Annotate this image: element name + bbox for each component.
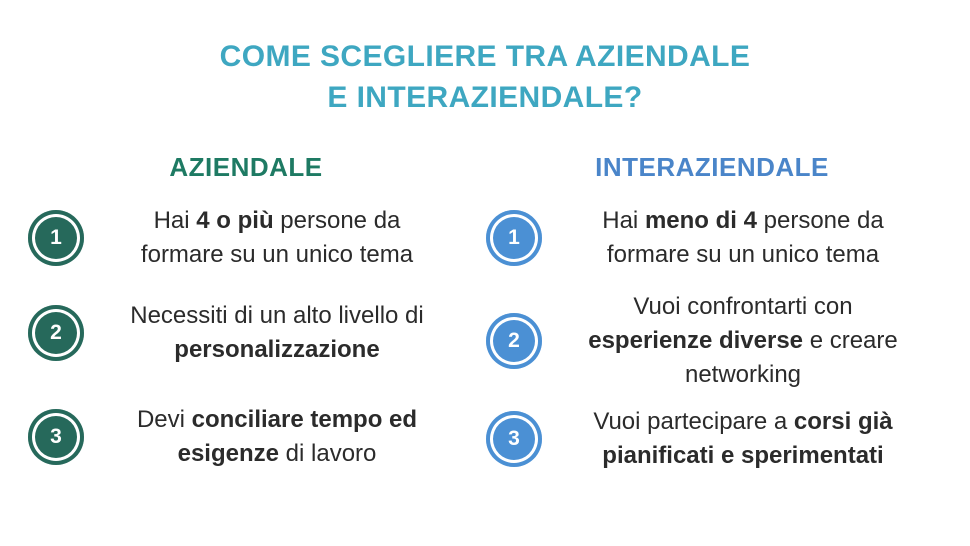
badge-number: 2 xyxy=(50,321,62,344)
item-text: Vuoi confrontarti con esperienze diverse… xyxy=(548,290,938,392)
page-title-line-2: E INTERAZIENDALE? xyxy=(327,81,643,114)
badge-number: 1 xyxy=(508,226,520,249)
item-text: Vuoi partecipare a corsi già pianificati… xyxy=(548,405,938,473)
item-text-bold: conciliare tempo ed esigenze xyxy=(177,406,418,467)
list-item-aziendale-2: 2 Necessiti di un alto livello di person… xyxy=(28,299,464,367)
item-text-pre: Vuoi partecipare a xyxy=(593,408,794,435)
item-text-post: persone da formare su un unico tema xyxy=(140,207,414,268)
list-item-interaziendale-2: 2 Vuoi confrontarti con esperienze diver… xyxy=(486,290,938,392)
item-text-post: e creare networking xyxy=(684,327,898,388)
page-title: COME SCEGLIERE TRA AZIENDALE E INTERAZIE… xyxy=(0,36,970,118)
page-title-line-1: COME SCEGLIERE TRA AZIENDALE xyxy=(219,40,751,73)
item-text-bold: esperienze diverse xyxy=(588,327,804,354)
item-text-bold: corsi già pianificati e sperimentati xyxy=(602,408,893,469)
item-text-pre: Necessiti di un alto livello di xyxy=(130,302,424,329)
number-badge: 3 xyxy=(28,409,84,465)
number-badge: 1 xyxy=(486,210,542,266)
item-text-post: persone da formare su un unico tema xyxy=(606,207,884,268)
item-text-pre: Hai xyxy=(602,207,645,234)
badge-number: 3 xyxy=(50,425,62,448)
item-text-bold: personalizzazione xyxy=(174,336,380,363)
number-badge: 3 xyxy=(486,411,542,467)
item-text: Devi conciliare tempo ed esigenze di lav… xyxy=(90,403,464,471)
badge-number: 3 xyxy=(508,427,520,450)
number-badge: 2 xyxy=(28,305,84,361)
item-text-pre: Devi xyxy=(136,406,192,433)
item-text-bold: meno di 4 xyxy=(644,207,757,234)
item-text: Hai 4 o più persone da formare su un uni… xyxy=(90,204,464,272)
column-heading-aziendale: AZIENDALE xyxy=(169,152,323,182)
list-item-aziendale-3: 3 Devi conciliare tempo ed esigenze di l… xyxy=(28,403,464,471)
list-item-interaziendale-3: 3 Vuoi partecipare a corsi già pianifica… xyxy=(486,405,938,473)
column-heading-interaziendale: INTERAZIENDALE xyxy=(595,152,829,182)
item-text-pre: Hai xyxy=(153,207,197,234)
item-text: Necessiti di un alto livello di personal… xyxy=(90,299,464,367)
item-text-bold: 4 o più xyxy=(196,207,274,234)
badge-number: 2 xyxy=(508,329,520,352)
item-text-pre: Vuoi confrontarti con xyxy=(633,293,853,320)
number-badge: 1 xyxy=(28,210,84,266)
list-item-aziendale-1: 1 Hai 4 o più persone da formare su un u… xyxy=(28,204,464,272)
column-aziendale: AZIENDALE 1 Hai 4 o più persone da forma… xyxy=(28,152,464,471)
column-interaziendale: INTERAZIENDALE 1 Hai meno di 4 persone d… xyxy=(486,152,938,473)
item-text: Hai meno di 4 persone da formare su un u… xyxy=(548,204,938,272)
list-item-interaziendale-1: 1 Hai meno di 4 persone da formare su un… xyxy=(486,204,938,272)
item-text-post: di lavoro xyxy=(279,440,377,467)
badge-number: 1 xyxy=(50,226,62,249)
number-badge: 2 xyxy=(486,313,542,369)
